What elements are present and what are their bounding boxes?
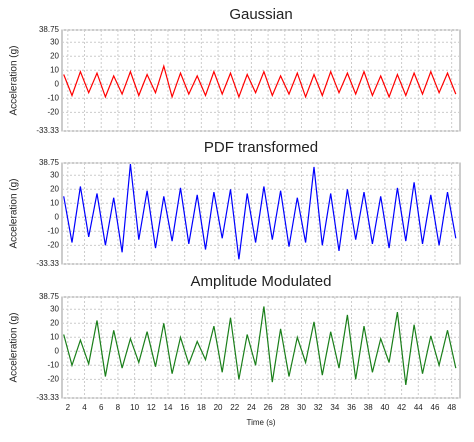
y-tick-label: 10 [50, 65, 59, 74]
x-tick-label: 8 [116, 403, 121, 412]
signal-line [63, 63, 457, 99]
y-tick-label: -20 [47, 240, 59, 249]
panel-title: PDF transformed [204, 139, 318, 156]
x-tick-label: 32 [314, 403, 323, 412]
y-tick-label: -10 [47, 93, 59, 102]
y-tick-label: -33.33 [36, 126, 59, 135]
y-tick-label: 10 [50, 198, 59, 207]
x-tick-label: 42 [397, 403, 406, 412]
y-tick-label: -10 [47, 226, 59, 235]
y-tick-label: 0 [55, 79, 60, 88]
y-axis-label: Acceleration (g) [9, 45, 20, 115]
y-tick-label: 10 [50, 332, 59, 341]
panel-title: Gaussian [229, 6, 292, 23]
y-tick-label: 30 [50, 37, 59, 46]
y-tick-label: -20 [47, 374, 59, 383]
y-tick-label: -33.33 [36, 393, 59, 402]
y-tick-label: 30 [50, 170, 59, 179]
y-axis-label: Acceleration (g) [9, 178, 20, 248]
x-tick-label: 26 [264, 403, 273, 412]
x-tick-label: 24 [247, 403, 256, 412]
y-tick-label: 20 [50, 184, 59, 193]
x-tick-label: 4 [82, 403, 87, 412]
y-tick-label: 30 [50, 304, 59, 313]
x-tick-label: 36 [347, 403, 356, 412]
y-tick-label: -20 [47, 107, 59, 116]
signal-line [63, 306, 457, 385]
x-tick-label: 20 [214, 403, 223, 412]
x-tick-label: 28 [280, 403, 289, 412]
x-tick-label: 14 [164, 403, 173, 412]
x-tick-label: 34 [330, 403, 339, 412]
x-tick-label: 22 [230, 403, 239, 412]
x-tick-label: 12 [147, 403, 156, 412]
y-tick-label: 38.75 [39, 158, 60, 167]
x-axis-label: Time (s) [246, 418, 275, 427]
y-tick-label: 38.75 [39, 25, 60, 34]
panel-title: Amplitude Modulated [191, 273, 332, 290]
x-tick-label: 2 [66, 403, 71, 412]
y-tick-label: 20 [50, 51, 59, 60]
x-tick-label: 46 [431, 403, 440, 412]
y-tick-label: 0 [55, 212, 60, 221]
y-tick-label: 20 [50, 318, 59, 327]
x-tick-label: 44 [414, 403, 423, 412]
y-tick-label: 0 [55, 346, 60, 355]
x-tick-label: 16 [180, 403, 189, 412]
y-tick-label: -10 [47, 360, 59, 369]
x-tick-label: 30 [297, 403, 306, 412]
signal-line [63, 164, 457, 260]
x-tick-label: 18 [197, 403, 206, 412]
y-tick-label: 38.75 [39, 292, 60, 301]
x-tick-label: 10 [130, 403, 139, 412]
x-tick-label: 6 [99, 403, 104, 412]
x-tick-label: 48 [447, 403, 456, 412]
x-tick-label: 38 [364, 403, 373, 412]
y-axis-label: Acceleration (g) [9, 312, 20, 382]
plot-area [61, 296, 461, 399]
y-tick-label: -33.33 [36, 259, 59, 268]
x-tick-label: 40 [380, 403, 389, 412]
